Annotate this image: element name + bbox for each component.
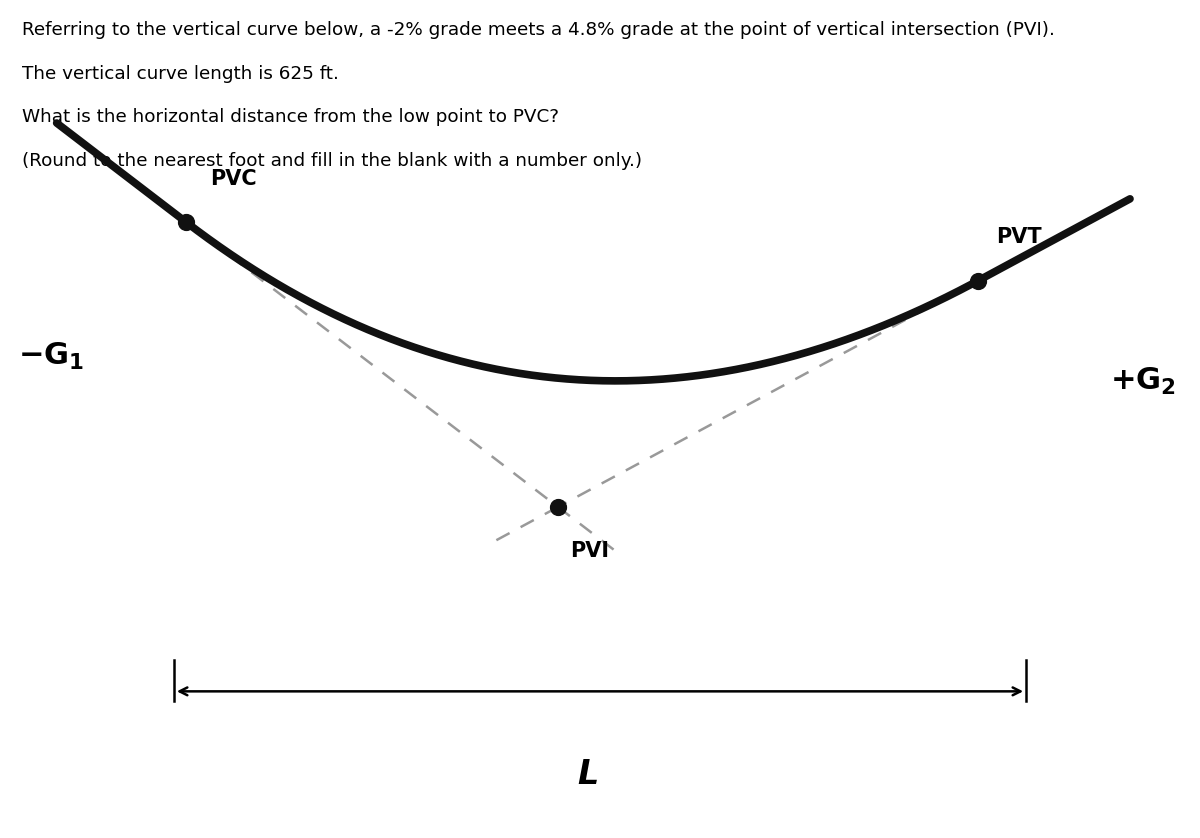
Text: (Round to the nearest foot and fill in the blank with a number only.): (Round to the nearest foot and fill in t… xyxy=(22,152,642,169)
Text: PVC: PVC xyxy=(210,168,257,189)
Text: What is the horizontal distance from the low point to PVC?: What is the horizontal distance from the… xyxy=(22,108,559,126)
Text: PVT: PVT xyxy=(996,227,1042,247)
Text: L: L xyxy=(577,758,599,791)
Point xyxy=(176,215,196,229)
Point xyxy=(548,500,568,514)
Text: $\mathbf{+ G_2}$: $\mathbf{+ G_2}$ xyxy=(1110,365,1176,397)
Text: PVI: PVI xyxy=(570,541,610,561)
Text: The vertical curve length is 625 ft.: The vertical curve length is 625 ft. xyxy=(22,65,338,82)
Text: $\mathbf{- G_1}$: $\mathbf{- G_1}$ xyxy=(18,340,84,372)
Text: Referring to the vertical curve below, a -2% grade meets a 4.8% grade at the poi: Referring to the vertical curve below, a… xyxy=(22,21,1055,39)
Point xyxy=(968,274,988,287)
